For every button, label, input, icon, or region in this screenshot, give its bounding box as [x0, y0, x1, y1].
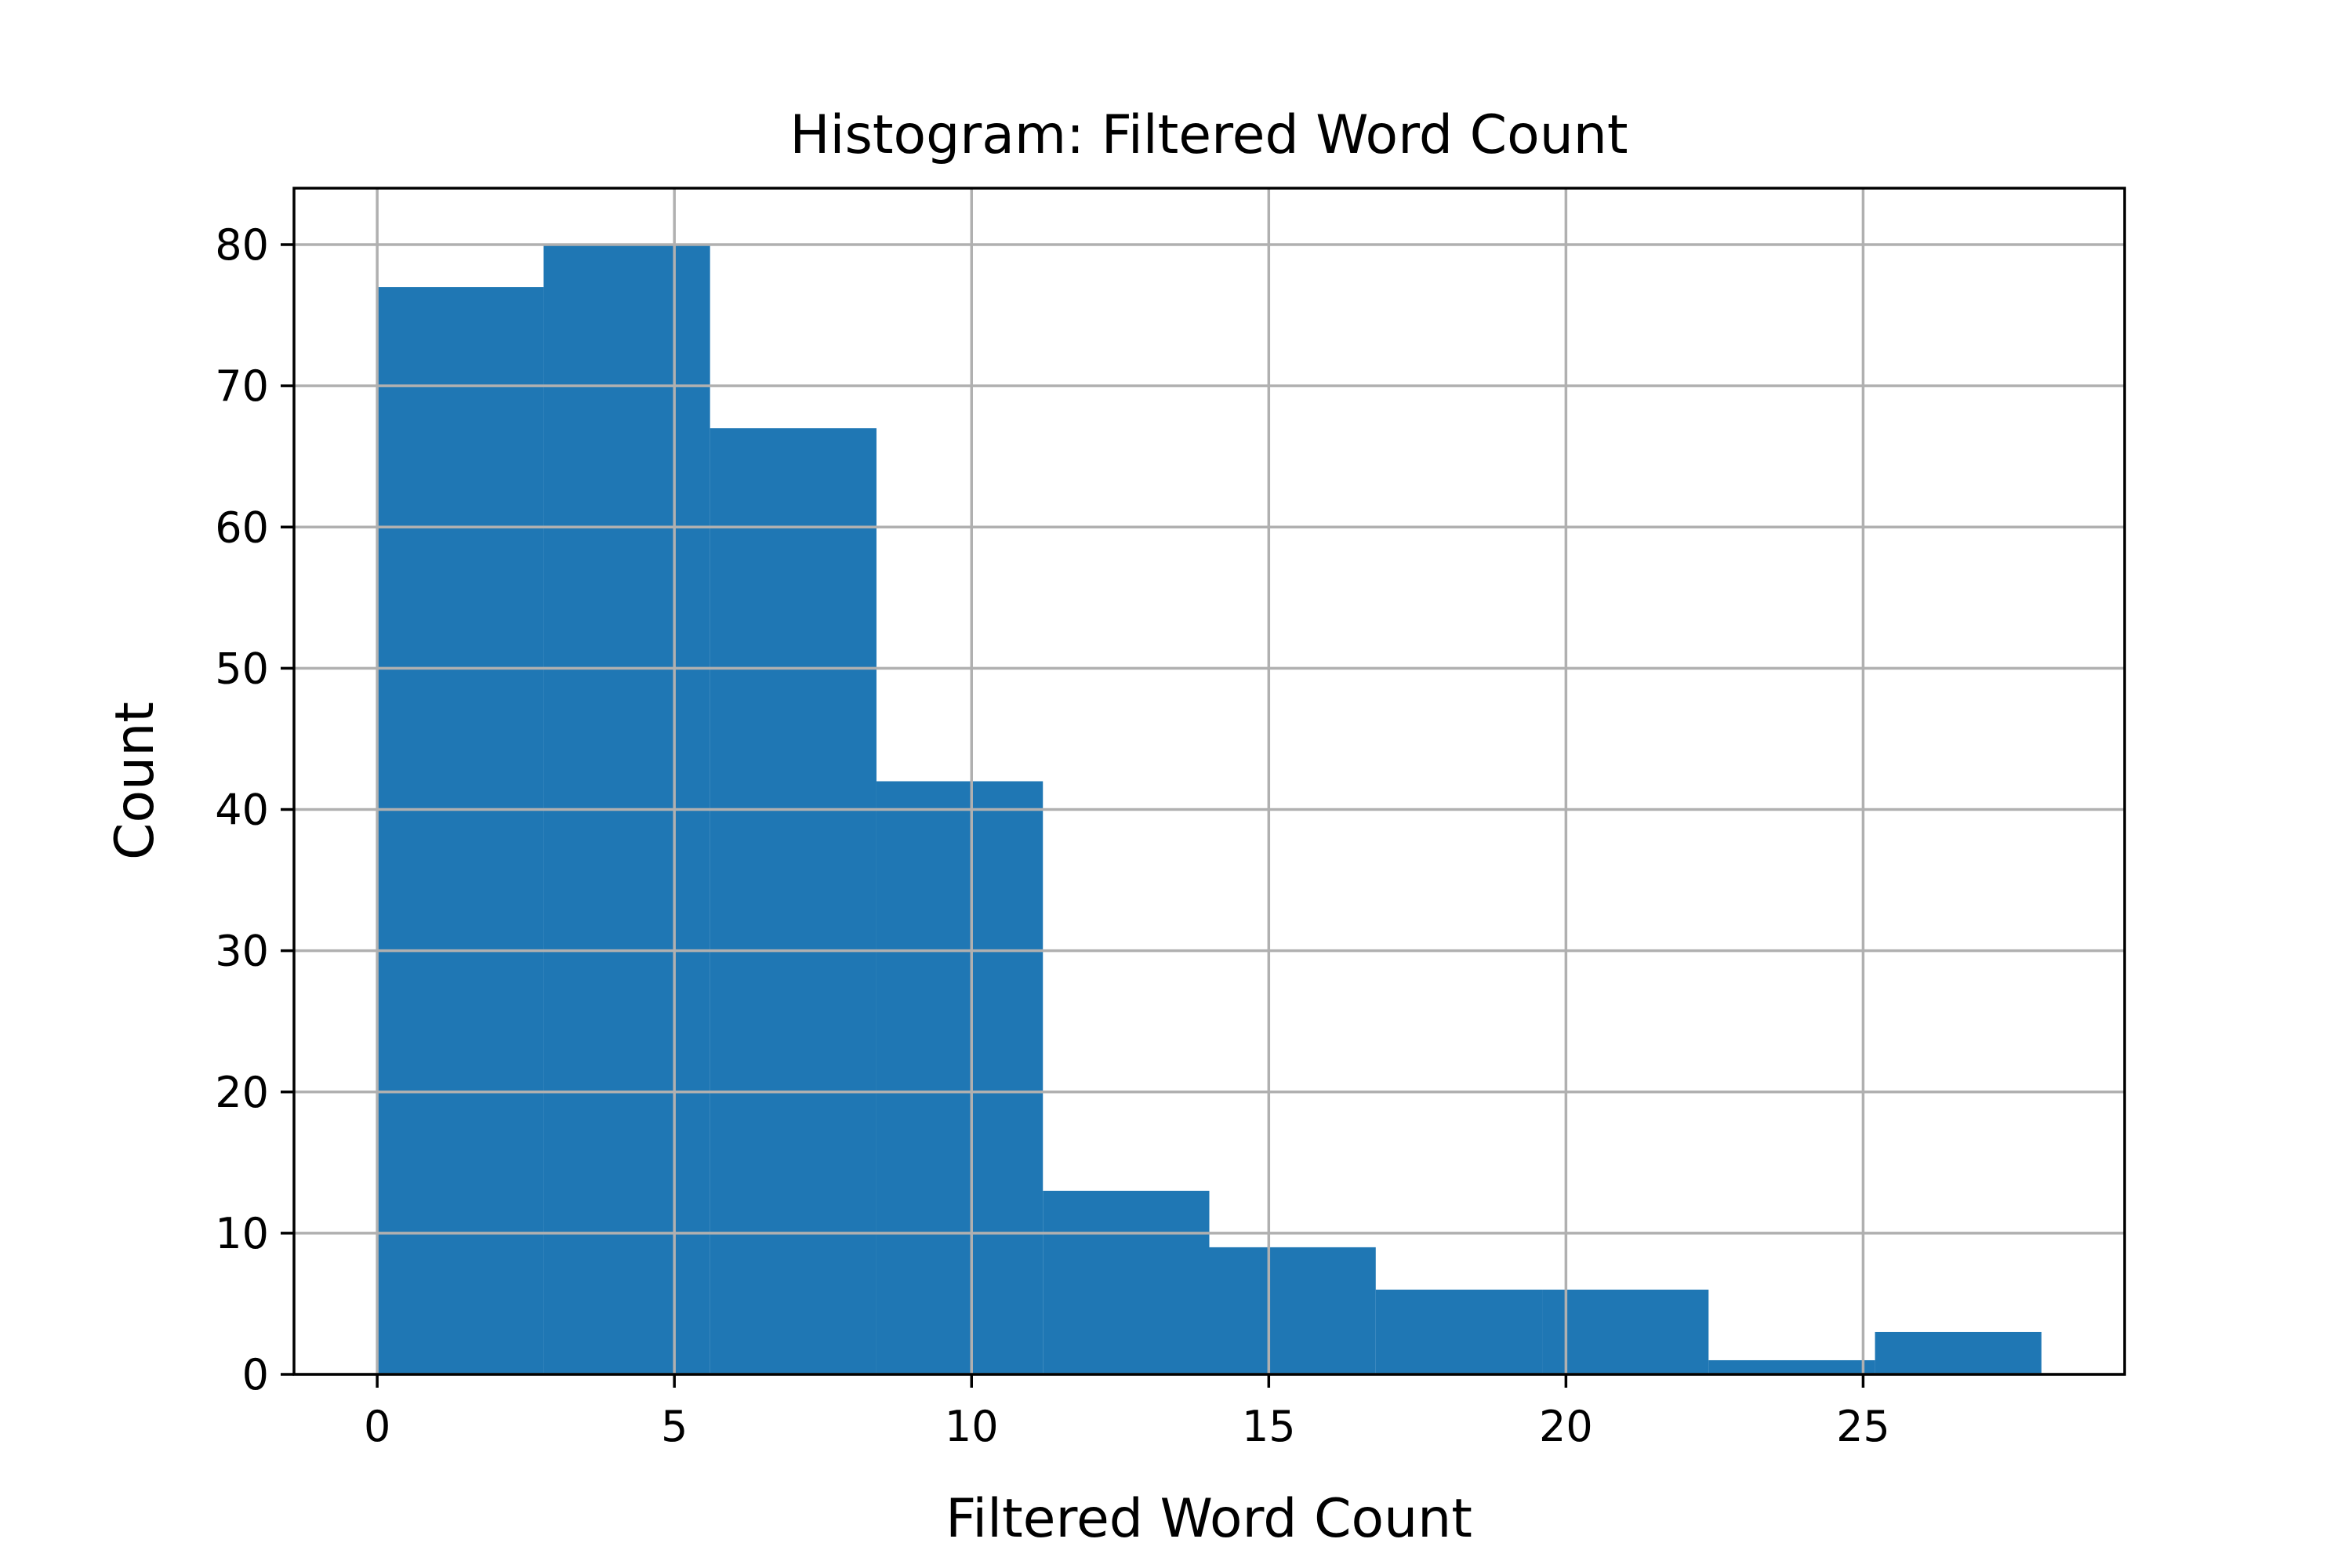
histogram-bar [1209, 1247, 1376, 1374]
x-tick-label: 15 [1242, 1402, 1296, 1451]
y-tick-label: 10 [215, 1209, 269, 1258]
histogram-bar [876, 781, 1044, 1374]
histogram-bar [1542, 1289, 1709, 1374]
y-tick-label: 30 [215, 927, 269, 976]
y-tick-label: 40 [215, 786, 269, 835]
histogram-bar [1043, 1190, 1210, 1374]
x-tick-label: 0 [364, 1402, 390, 1451]
histogram-bar [1375, 1289, 1543, 1374]
y-tick-label: 20 [215, 1068, 269, 1117]
axes-frame [292, 187, 2126, 1376]
x-tick-label: 20 [1539, 1402, 1593, 1451]
x-tick-label: 25 [1836, 1402, 1890, 1451]
y-axis-label: Count [104, 702, 166, 860]
y-tick-label: 70 [215, 361, 269, 411]
grid-lines [294, 188, 2125, 1376]
y-tick-label: 60 [215, 503, 269, 552]
chart-title: Histogram: Filtered Word Count [789, 104, 1628, 166]
x-tick-label: 10 [945, 1402, 999, 1451]
x-tick-label: 5 [661, 1402, 688, 1451]
y-tick-label: 50 [215, 644, 269, 693]
x-axis-label: Filtered Word Count [946, 1488, 1472, 1550]
histogram-bar [1875, 1331, 2042, 1374]
histogram-bar [377, 287, 544, 1374]
y-tick-label: 0 [242, 1350, 269, 1399]
histogram-bar [710, 428, 877, 1374]
axis-ticks: 0 5 10 15 20 25 0 10 20 30 40 50 60 70 80 [215, 220, 1890, 1451]
y-tick-label: 80 [215, 220, 269, 270]
histogram-bar [1708, 1359, 1875, 1374]
